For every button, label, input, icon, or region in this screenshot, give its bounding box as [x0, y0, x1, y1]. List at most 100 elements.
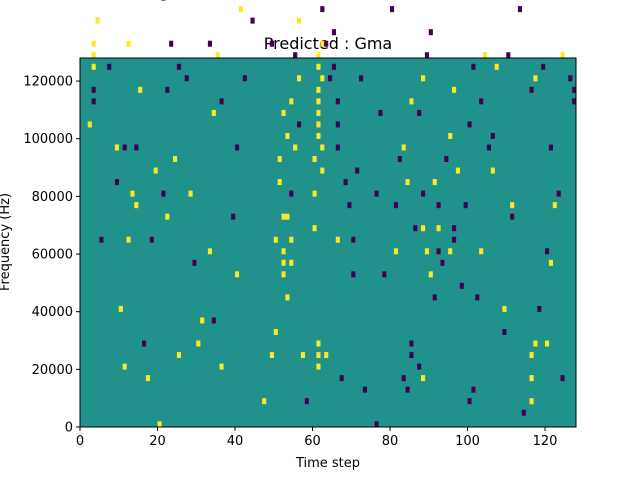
heatmap-cell-low — [541, 63, 546, 70]
heatmap-cell-high — [316, 52, 321, 59]
heatmap-cell-high — [215, 52, 220, 59]
heatmap-cell-low — [397, 156, 402, 163]
heatmap-cell-high — [219, 363, 224, 370]
heatmap-cell-low — [293, 52, 298, 59]
heatmap-cell-low — [560, 375, 565, 382]
heatmap-cell-high — [312, 156, 317, 163]
heatmap-cell-high — [118, 305, 123, 312]
heatmap-cell-high — [393, 248, 399, 255]
heatmap-cell-high — [134, 202, 139, 209]
heatmap-cell-low — [378, 109, 383, 116]
heatmap-cell-high — [91, 40, 96, 47]
heatmap-cell-high — [316, 340, 321, 347]
heatmap-cell-high — [448, 132, 453, 139]
heatmap-cell-high — [533, 340, 538, 347]
heatmap-cell-low — [436, 248, 441, 255]
heatmap-cell-high — [145, 375, 151, 382]
heatmap-cell-high — [316, 63, 321, 70]
heatmap-cell-high — [207, 248, 213, 255]
heatmap-cell-low — [339, 375, 344, 382]
heatmap-cell-high — [320, 40, 325, 47]
heatmap-cell-high — [176, 352, 182, 359]
heatmap-cell-low — [324, 40, 329, 47]
heatmap-cell-high — [510, 202, 515, 209]
heatmap-cell-high — [533, 75, 538, 82]
heatmap-cell-high — [312, 225, 317, 232]
plot-area — [79, 0, 577, 428]
heatmap-cell-high — [529, 398, 534, 405]
heatmap-cell-low — [328, 75, 333, 82]
heatmap-cell-high — [126, 40, 131, 47]
x-tick-label: 40 — [227, 434, 244, 449]
heatmap-cell-high — [405, 179, 410, 186]
heatmap-cell-low — [568, 75, 573, 82]
y-tick-label: 100000 — [23, 132, 73, 147]
heatmap-cell-low — [463, 202, 468, 209]
heatmap-cell-high — [281, 271, 286, 278]
heatmap-cell-low — [304, 398, 309, 405]
heatmap-cell-high — [297, 17, 302, 24]
y-tick-label: 40000 — [32, 305, 73, 320]
heatmap-cell-high — [153, 167, 158, 174]
y-tick-label: 60000 — [32, 248, 73, 263]
heatmap-cell-low — [467, 398, 472, 405]
heatmap-cell-low — [374, 190, 379, 197]
heatmap-cell-high — [300, 352, 306, 359]
heatmap-cell-low — [502, 328, 507, 335]
heatmap-cell-high — [238, 6, 244, 13]
y-tick-label: 20000 — [32, 363, 73, 378]
heatmap-cell-low — [176, 63, 182, 70]
heatmap-cell-high — [548, 259, 554, 266]
heatmap-cell-high — [316, 363, 321, 370]
heatmap-cell-high — [552, 202, 557, 209]
heatmap-cell-low — [242, 75, 247, 82]
heatmap-cell-high — [235, 271, 240, 278]
heatmap-cell-high — [281, 109, 286, 116]
heatmap-cell-high — [529, 375, 534, 382]
heatmap-cell-low — [417, 363, 422, 370]
heatmap-cell-low — [444, 156, 449, 163]
heatmap-cell-low — [207, 40, 213, 47]
heatmap-cell-low — [556, 190, 561, 197]
heatmap-cell-low — [572, 86, 577, 93]
heatmap-cell-high — [421, 75, 426, 82]
heatmap-cell-high — [285, 294, 290, 301]
heatmap-cell-low — [320, 6, 325, 13]
x-axis-label: Time step — [295, 456, 360, 471]
heatmap-cell-low — [192, 259, 197, 266]
plot-frame — [79, 57, 577, 428]
heatmap-cell-low — [250, 17, 255, 24]
heatmap-cell-low — [510, 213, 515, 220]
heatmap-cell-high — [316, 121, 321, 128]
heatmap-cell-low — [335, 121, 340, 128]
heatmap-cell-high — [297, 75, 302, 82]
heatmap-cell-low — [521, 409, 526, 416]
x-tick-label: 120 — [533, 434, 558, 449]
heatmap-cell-high — [494, 63, 499, 70]
heatmap-cell-low — [572, 98, 577, 105]
heatmap-cell-low — [486, 144, 492, 151]
heatmap-cell-high — [421, 375, 426, 382]
heatmap-cell-low — [545, 248, 550, 255]
heatmap-cell-low — [149, 236, 154, 243]
heatmap-cell-low — [142, 340, 147, 347]
heatmap-cell-high — [316, 352, 321, 359]
heatmap-cell-high — [335, 236, 340, 243]
heatmap-cell-high — [448, 248, 453, 255]
heatmap-cell-low — [490, 132, 495, 139]
heatmap-cell-high — [200, 317, 205, 324]
x-tick-label: 0 — [76, 434, 84, 449]
heatmap-cell-high — [316, 98, 321, 105]
heatmap-cell-high — [126, 236, 131, 243]
x-tick-label: 100 — [455, 434, 480, 449]
heatmap-cell-high — [95, 17, 100, 24]
heatmap-cell-high — [91, 63, 96, 70]
heatmap-cell-low — [479, 98, 484, 105]
heatmap-cell-low — [99, 236, 104, 243]
heatmap-cell-high — [289, 98, 294, 105]
heatmap-cell-low — [169, 40, 174, 47]
heatmap-cell-high — [483, 52, 488, 59]
heatmap-cell-low — [331, 63, 337, 70]
heatmap-cell-high — [293, 144, 298, 151]
heatmap-cell-high — [281, 248, 286, 255]
